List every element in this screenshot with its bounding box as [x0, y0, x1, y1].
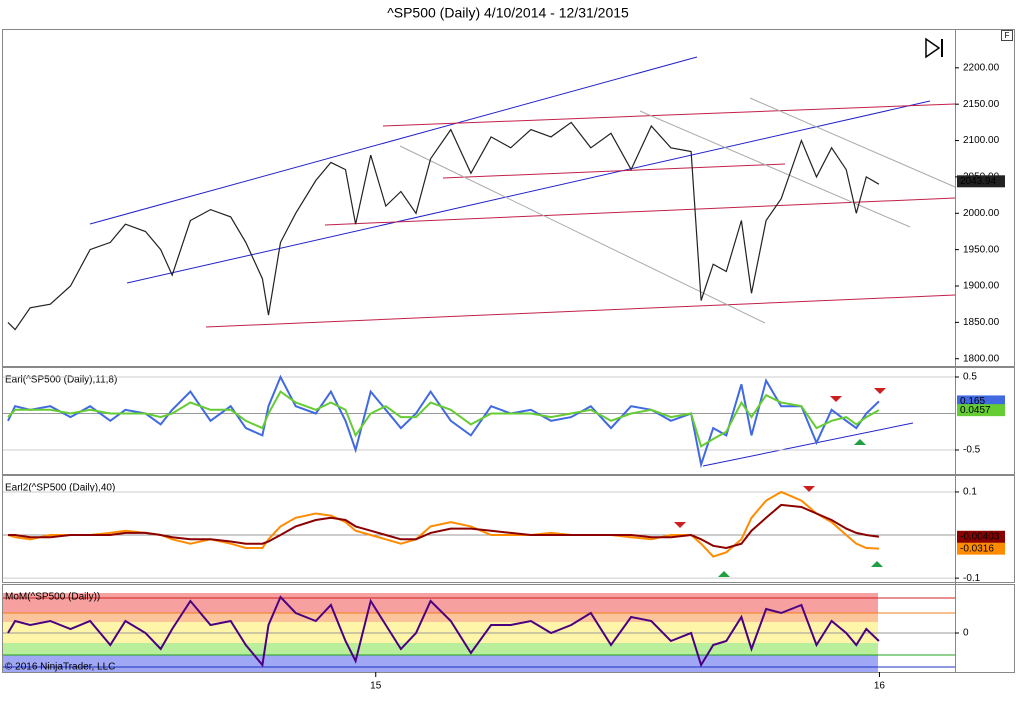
trend-line: [89, 56, 698, 225]
icon: [925, 37, 941, 59]
panel-frame: [2, 29, 1015, 367]
value-tag-label: 2043.94: [960, 176, 997, 187]
trend-line: [324, 197, 956, 226]
panel-label: MoM(^SP500 (Daily)): [5, 592, 100, 603]
value-tag-label: -0.00403: [960, 531, 1000, 542]
y-tick-label: 2200.00: [963, 62, 1000, 73]
y-tick-label: 2100.00: [963, 135, 1000, 146]
button-label: F: [1005, 31, 1010, 40]
series-line: [7, 595, 880, 668]
panel-frame: [2, 584, 1015, 673]
band: [3, 613, 878, 622]
trend-line: [399, 145, 766, 324]
trend-line: [749, 97, 956, 188]
value-tag-label: -0.0316: [960, 543, 994, 554]
band: [3, 655, 878, 672]
y-tick-label: 0: [963, 628, 969, 639]
trend-line: [126, 100, 931, 284]
marker: [674, 522, 686, 528]
value-tag: [957, 175, 1005, 188]
x-tick-label: 16: [874, 681, 886, 692]
x-tick-label: 15: [370, 681, 382, 692]
value-tag-label: 0.165: [960, 396, 985, 407]
y-tick-label: 0.5: [963, 372, 977, 383]
button[interactable]: [1001, 30, 1013, 41]
panel-label: Earl2(^SP500 (Daily),40): [5, 483, 115, 494]
panel-frame: [2, 475, 1015, 583]
chart-title: ^SP500 (Daily) 4/10/2014 - 12/31/2015: [387, 5, 629, 21]
series-line: [8, 503, 880, 550]
trend-line: [205, 294, 956, 328]
drawings: [89, 56, 956, 467]
copyright: © 2016 NinjaTrader, LLC: [5, 662, 115, 673]
y-tick-label: 1800.00: [963, 353, 1000, 364]
panel-label: Earl(^SP500 (Daily),11,8): [5, 375, 117, 386]
series-line: [7, 374, 880, 469]
marker: [830, 396, 842, 402]
trend-line: [702, 422, 914, 467]
trend-line: [382, 103, 956, 127]
panel-frame: [2, 367, 1015, 475]
marker: [874, 388, 886, 394]
y-tick-label: -0.1: [963, 573, 981, 584]
marker: [803, 486, 815, 492]
series-line: [7, 121, 880, 331]
value-tag: [957, 542, 1005, 555]
trend-line: [639, 110, 911, 228]
band: [3, 643, 878, 655]
y-tick-label: 0.1: [963, 487, 977, 498]
y-tick-label: 2000.00: [963, 208, 1000, 219]
y-tick-label: 1850.00: [963, 317, 1000, 328]
trend-line: [442, 163, 786, 179]
marker: [718, 571, 730, 577]
marker: [854, 439, 866, 445]
marker: [871, 561, 883, 567]
value-tag: [957, 404, 1005, 417]
y-tick-label: 1950.00: [963, 244, 1000, 255]
value-tag-label: 0.0457: [960, 405, 991, 416]
y-tick-label: -0.5: [963, 445, 981, 456]
play-icon[interactable]: [925, 37, 943, 59]
value-tag: [957, 530, 1005, 543]
series-line: [7, 390, 880, 448]
y-tick-label: 2150.00: [963, 99, 1000, 110]
y-tick-label: 1900.00: [963, 281, 1000, 292]
